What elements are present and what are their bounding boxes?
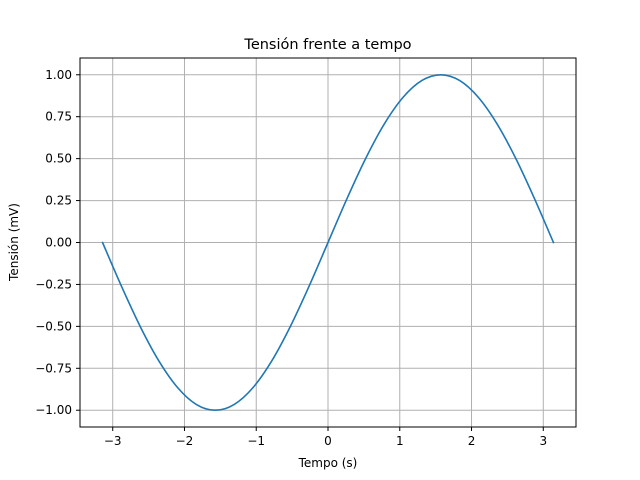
x-tick-label: −3 (104, 434, 122, 448)
y-tick-label: 1.00 (45, 68, 72, 82)
y-tick-label: −0.50 (35, 319, 72, 333)
y-axis-label: Tensión (mV) (7, 203, 21, 282)
x-tick-label: −1 (247, 434, 265, 448)
y-tick-label: 0.75 (45, 110, 72, 124)
y-tick-label: −0.25 (35, 277, 72, 291)
y-tick-label: 0.00 (45, 236, 72, 250)
x-tick-label: −2 (176, 434, 194, 448)
x-tick-label: 0 (324, 434, 332, 448)
y-axis-ticks: −1.00 −0.75 −0.50 −0.25 0.00 0.25 0.50 0.75 1.00 (35, 68, 80, 417)
y-tick-label: 0.50 (45, 152, 72, 166)
grid (80, 58, 576, 427)
x-axis-ticks: −3 −2 −1 0 1 2 3 (104, 427, 547, 448)
y-tick-label: −0.75 (35, 361, 72, 375)
y-tick-label: 0.25 (45, 194, 72, 208)
x-axis-label: Tempo (s) (298, 456, 358, 470)
series-line (101, 73, 555, 412)
chart-title: Tensión frente a tempo (243, 37, 411, 53)
y-tick-label: −1.00 (35, 403, 72, 417)
x-tick-label: 2 (468, 434, 476, 448)
series-layer (101, 73, 555, 412)
x-tick-label: 1 (396, 434, 404, 448)
x-tick-label: 3 (539, 434, 547, 448)
